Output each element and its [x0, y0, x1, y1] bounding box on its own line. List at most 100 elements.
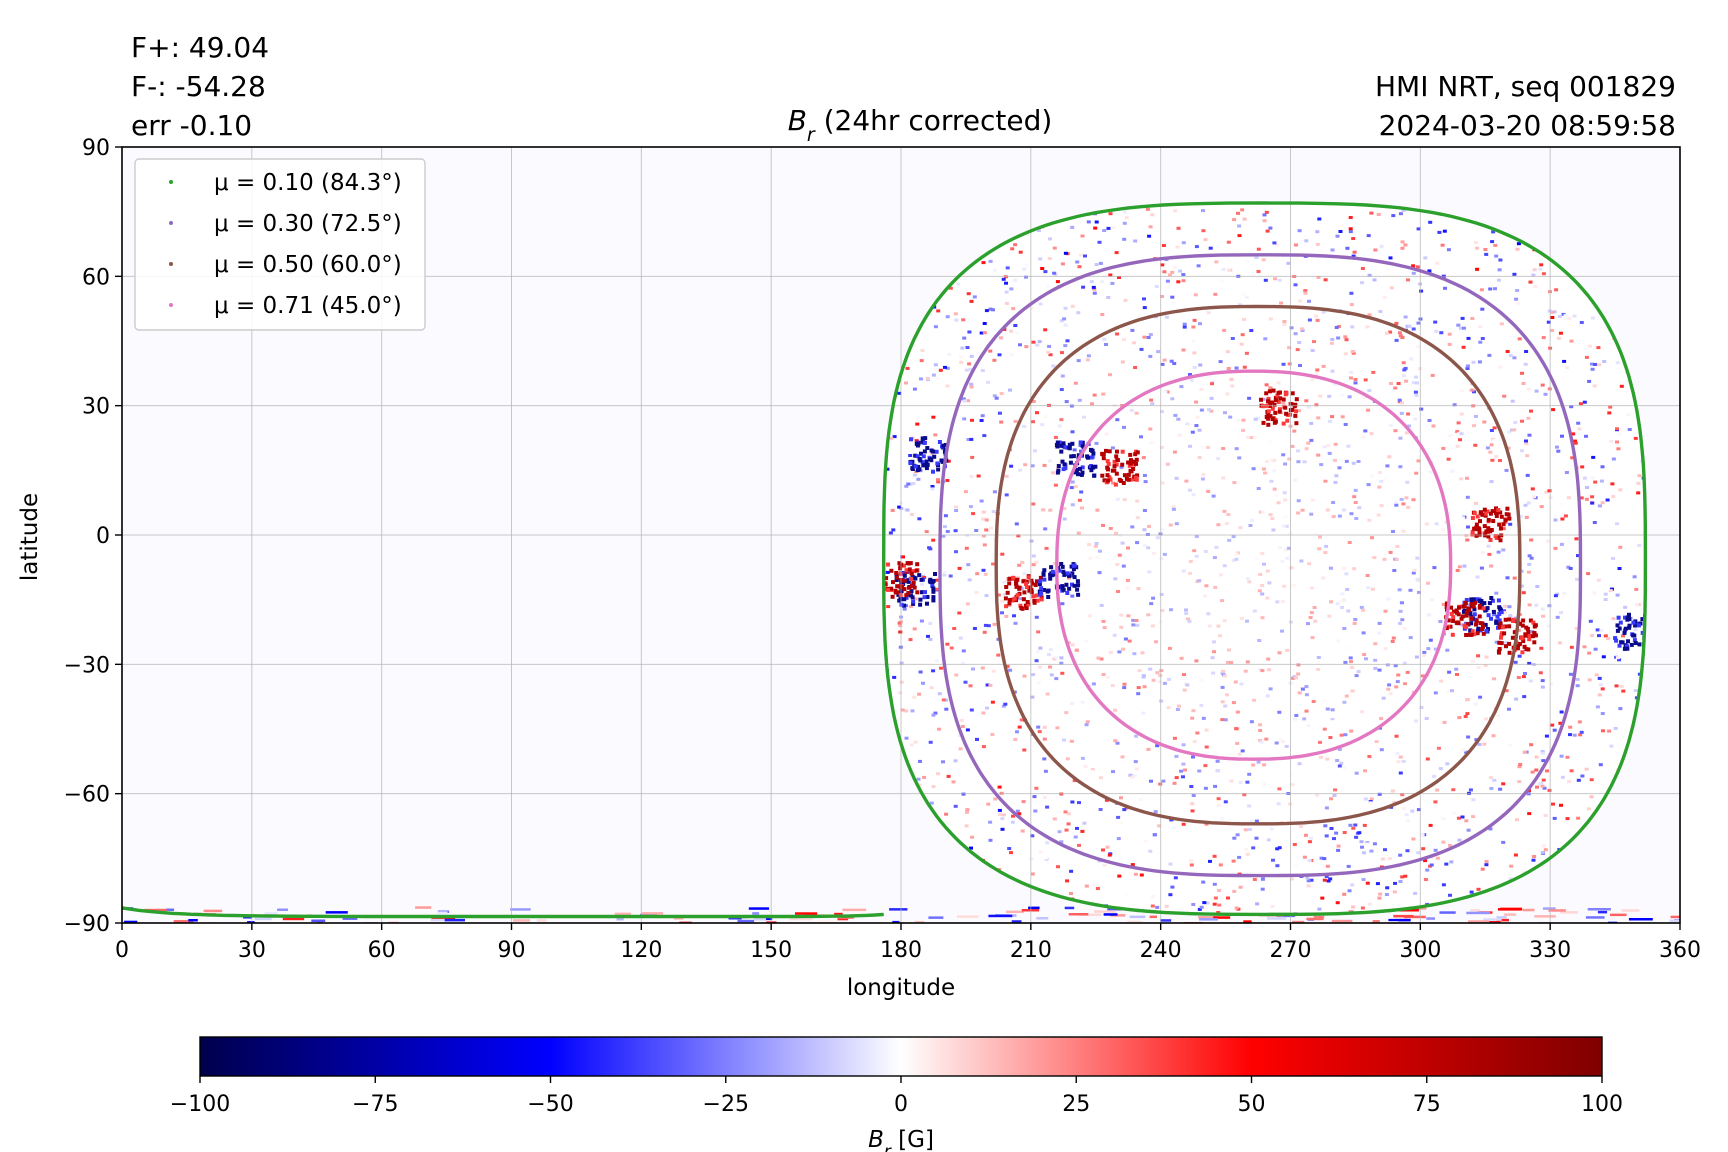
field-pixel — [1287, 546, 1291, 550]
field-pixel — [1402, 661, 1407, 665]
field-pixel — [1473, 501, 1478, 505]
field-pixel — [1222, 509, 1227, 513]
field-pixel — [1400, 240, 1405, 244]
field-pixel — [1528, 280, 1533, 284]
field-pixel — [1264, 210, 1269, 214]
field-pixel — [1048, 459, 1053, 463]
field-pixel — [1614, 684, 1619, 688]
active-region-pixel — [1500, 631, 1504, 636]
noise-patch — [1496, 916, 1507, 919]
field-pixel — [1048, 353, 1053, 357]
field-pixel — [1297, 691, 1302, 695]
field-pixel — [1456, 421, 1461, 425]
active-region-pixel — [1127, 463, 1132, 468]
field-pixel — [1088, 556, 1093, 560]
field-pixel — [1384, 331, 1389, 335]
field-pixel — [1262, 562, 1266, 566]
field-pixel — [1627, 428, 1632, 431]
field-pixel — [1590, 367, 1595, 371]
field-pixel — [1218, 634, 1223, 638]
field-pixel — [1181, 569, 1186, 573]
field-pixel — [1513, 616, 1518, 620]
field-pixel — [965, 808, 970, 812]
field-pixel — [1434, 329, 1439, 333]
field-pixel — [1464, 621, 1468, 625]
noise-patch — [1064, 906, 1075, 910]
field-pixel — [1051, 471, 1056, 475]
field-pixel — [1489, 443, 1494, 447]
field-pixel — [1244, 295, 1249, 299]
field-pixel — [1134, 411, 1139, 415]
active-region-pixel — [1021, 579, 1026, 584]
field-pixel — [1314, 314, 1319, 318]
active-region-pixel — [909, 593, 913, 598]
field-pixel — [1322, 445, 1327, 449]
active-region-pixel — [1089, 464, 1093, 468]
active-region-pixel — [1496, 534, 1501, 539]
active-region-pixel — [1046, 595, 1051, 599]
field-pixel — [1114, 531, 1118, 535]
field-pixel — [1483, 664, 1488, 667]
active-region-pixel — [1292, 404, 1297, 409]
y-tick-label: −90 — [64, 912, 110, 937]
field-pixel — [1394, 558, 1399, 561]
field-pixel — [1519, 569, 1524, 573]
field-pixel — [1033, 449, 1037, 453]
field-pixel — [1141, 456, 1146, 460]
noise-patch — [673, 917, 684, 920]
field-pixel — [1379, 479, 1384, 483]
field-pixel — [1262, 763, 1266, 767]
field-pixel — [1072, 448, 1077, 452]
field-pixel — [1488, 776, 1493, 780]
field-pixel — [1366, 234, 1371, 238]
field-pixel — [1221, 267, 1226, 271]
active-region-pixel — [890, 594, 895, 599]
field-pixel — [1084, 639, 1089, 643]
field-pixel — [1564, 471, 1569, 474]
noise-patch — [536, 919, 547, 922]
active-region-pixel — [1526, 647, 1531, 652]
field-pixel — [1322, 857, 1327, 861]
field-pixel — [1419, 706, 1424, 709]
field-pixel — [904, 381, 908, 385]
active-region-pixel — [933, 572, 937, 576]
field-pixel — [1346, 609, 1351, 613]
field-pixel — [1036, 725, 1041, 729]
field-pixel — [1110, 684, 1115, 688]
field-pixel — [1398, 212, 1403, 216]
field-pixel — [1276, 802, 1281, 806]
field-pixel — [1597, 634, 1601, 638]
noise-patch — [1129, 915, 1146, 919]
field-pixel — [1382, 296, 1387, 299]
field-pixel — [916, 777, 921, 781]
field-pixel — [1030, 307, 1034, 311]
active-region-pixel — [917, 573, 922, 578]
field-pixel — [1306, 879, 1311, 883]
field-pixel — [1460, 389, 1465, 393]
field-pixel — [1398, 853, 1403, 857]
field-pixel — [1507, 707, 1511, 711]
field-pixel — [1432, 566, 1437, 570]
field-pixel — [1599, 629, 1604, 632]
active-region-pixel — [1499, 635, 1503, 640]
field-pixel — [916, 477, 921, 481]
field-pixel — [1415, 265, 1420, 269]
field-pixel — [1618, 707, 1623, 711]
field-pixel — [1341, 598, 1346, 602]
field-pixel — [1343, 660, 1348, 664]
active-region-pixel — [1466, 622, 1471, 626]
noise-patch — [1621, 909, 1640, 912]
noise-patch — [1306, 917, 1324, 921]
field-pixel — [1135, 516, 1140, 520]
field-pixel — [966, 399, 970, 403]
field-pixel — [1080, 700, 1085, 704]
field-pixel — [1037, 340, 1042, 344]
active-region-pixel — [1483, 622, 1488, 627]
field-pixel — [1494, 640, 1499, 644]
field-pixel — [1236, 433, 1241, 437]
field-pixel — [1352, 250, 1357, 254]
field-pixel — [1225, 350, 1230, 354]
field-pixel — [1349, 660, 1353, 664]
field-pixel — [944, 707, 949, 711]
field-pixel — [1021, 800, 1026, 804]
